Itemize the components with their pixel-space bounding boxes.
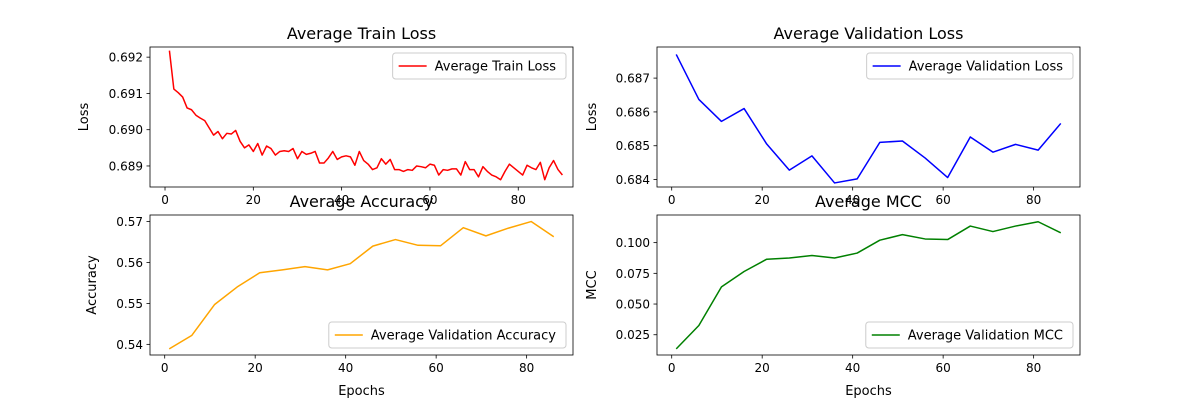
x-tick-label: 20 — [248, 361, 263, 375]
y-tick-label: 0.55 — [116, 297, 143, 311]
x-tick-label: 0 — [668, 193, 676, 207]
axes-frame — [656, 46, 1081, 188]
legend: Average Train Loss — [392, 52, 567, 80]
y-tick-label: 0.54 — [116, 338, 143, 352]
x-tick-label: 40 — [845, 193, 860, 207]
x-tick-label: 0 — [161, 193, 169, 207]
x-axis-label: Epochs — [338, 384, 385, 399]
legend-box — [865, 321, 1074, 349]
x-tick-label: 0 — [161, 361, 169, 375]
legend-box — [866, 52, 1074, 80]
x-axis-label: Epochs — [845, 384, 892, 399]
legend-label: Average Train Loss — [435, 60, 557, 75]
chart-panel-1: 0 20 40 60 80 0.684 0.685 0.686 0.687 Average Val… — [585, 24, 1081, 207]
series-line-0-0 — [168, 50, 563, 181]
chart-panel-0: 0 20 40 60 80 0.689 0.690 0.691 0.692 Average Tra… — [77, 24, 574, 207]
legend-box — [328, 321, 567, 349]
x-tick-label: 0 — [668, 361, 676, 375]
legend: Average Validation Accuracy — [328, 321, 567, 349]
chart-panel-2: 0 20 40 60 80 0.54 0.55 0.56 0.57 Average Accurac… — [85, 192, 574, 399]
x-tick-label: 80 — [511, 193, 526, 207]
x-tick-label: 80 — [519, 361, 534, 375]
x-tick-label: 20 — [755, 361, 770, 375]
legend-label: Average Validation Loss — [909, 60, 1064, 75]
chart-panel-3: 0 20 40 60 80 0.025 0.050 0.075 0.100 Average MCC… — [585, 192, 1081, 399]
y-axis-label: Accuracy — [85, 255, 100, 315]
legend-box — [392, 52, 567, 80]
axes-frame — [656, 214, 1081, 356]
x-tick-label: 20 — [755, 193, 770, 207]
y-tick-label: 0.075 — [616, 267, 650, 281]
x-tick-label: 20 — [246, 193, 261, 207]
x-tick-label: 40 — [845, 361, 860, 375]
y-tick-label: 0.050 — [616, 298, 650, 312]
axes-frame — [149, 214, 574, 356]
legend-label: Average Validation MCC — [908, 329, 1063, 344]
y-tick-label: 0.692 — [109, 51, 143, 65]
x-tick-label: 60 — [429, 361, 444, 375]
x-tick-label: 40 — [338, 361, 353, 375]
y-tick-label: 0.100 — [616, 236, 650, 250]
legend: Average Validation MCC — [865, 321, 1074, 349]
y-tick-label: 0.685 — [616, 139, 650, 153]
chart-title: Average Validation Loss — [774, 24, 964, 43]
x-tick-label: 80 — [1026, 193, 1041, 207]
y-tick-label: 0.691 — [109, 87, 143, 101]
legend: Average Validation Loss — [866, 52, 1074, 80]
series-line-3-0 — [675, 221, 1062, 350]
y-tick-label: 0.690 — [109, 123, 143, 137]
x-tick-label: 60 — [936, 193, 951, 207]
series-line-1-0 — [675, 54, 1062, 184]
x-tick-label: 40 — [334, 193, 349, 207]
chart-title: Average Accuracy — [290, 192, 434, 211]
y-axis-label: MCC — [585, 270, 600, 299]
series-line-2-0 — [168, 220, 555, 350]
y-tick-label: 0.687 — [616, 72, 650, 86]
x-tick-label: 60 — [936, 361, 951, 375]
legend-label: Average Validation Accuracy — [371, 329, 556, 344]
x-tick-label: 60 — [422, 193, 437, 207]
axes-frame — [149, 46, 574, 188]
y-tick-label: 0.56 — [116, 256, 143, 270]
y-tick-label: 0.689 — [109, 159, 143, 173]
y-tick-label: 0.684 — [616, 173, 650, 187]
y-tick-label: 0.025 — [616, 328, 650, 342]
x-tick-label: 80 — [1026, 361, 1041, 375]
y-axis-label: Loss — [585, 103, 600, 132]
y-tick-label: 0.686 — [616, 105, 650, 119]
y-axis-label: Loss — [77, 103, 92, 132]
y-tick-label: 0.57 — [116, 215, 143, 229]
chart-title: Average Train Loss — [287, 24, 436, 43]
chart-title: Average MCC — [815, 192, 922, 211]
